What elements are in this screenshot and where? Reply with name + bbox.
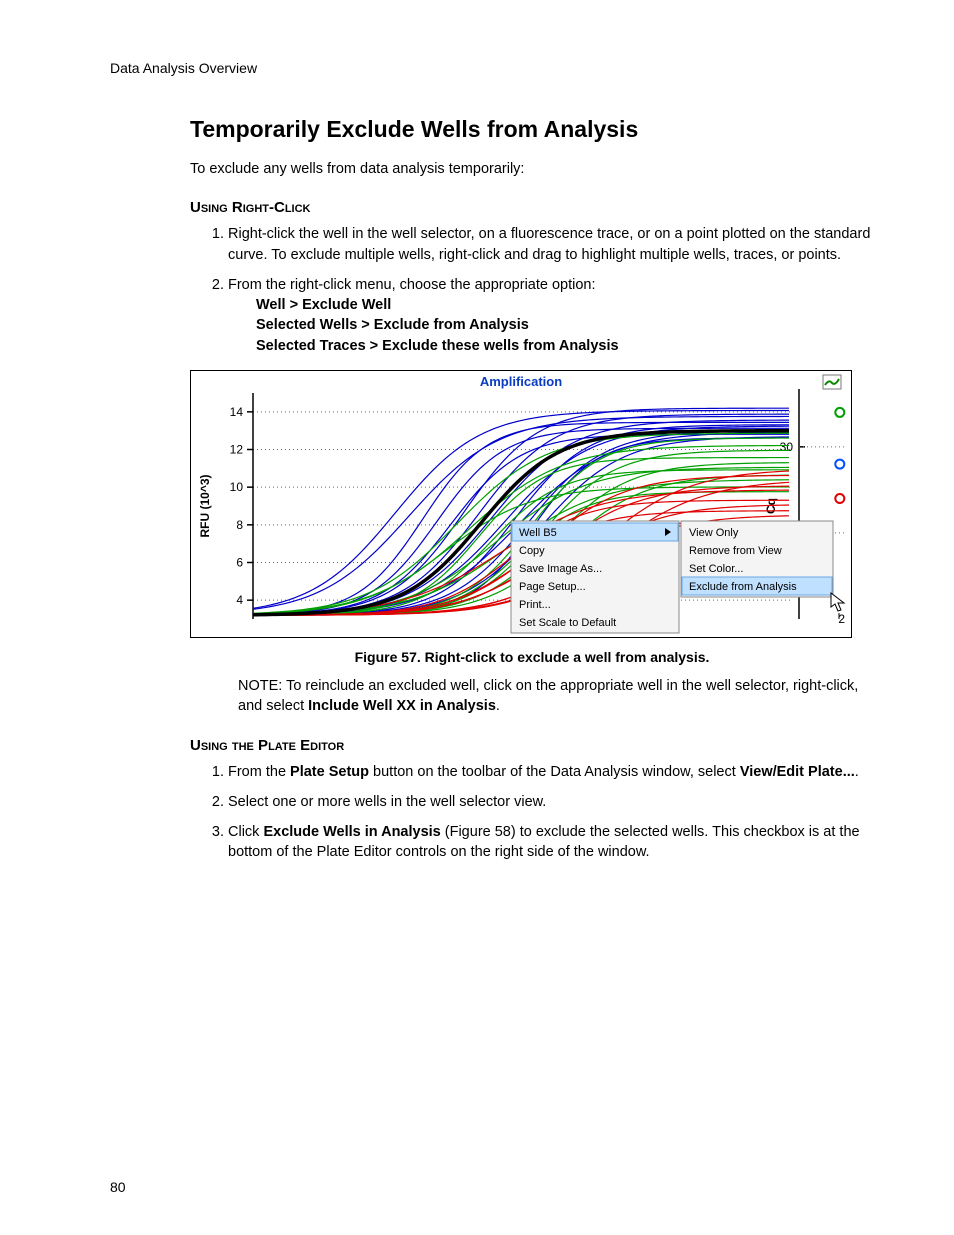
svg-text:10: 10 — [230, 480, 244, 494]
pe1-a: From the — [228, 764, 290, 780]
svg-text:Print...: Print... — [519, 599, 551, 611]
figure-57: Amplification468101214RFU (10^3)2530Cq2W… — [190, 370, 874, 668]
svg-text:12: 12 — [230, 443, 244, 457]
pe1-e: . — [855, 764, 859, 780]
pe3-a: Click — [228, 824, 263, 840]
svg-text:RFU (10^3): RFU (10^3) — [198, 475, 212, 538]
pe3-b: Exclude Wells in Analysis — [263, 824, 440, 840]
rc-opt-2: Selected Traces > Exclude these wells fr… — [256, 336, 874, 356]
svg-text:Remove from View: Remove from View — [689, 545, 782, 557]
rc-opt-0: Well > Exclude Well — [256, 295, 874, 315]
svg-text:Copy: Copy — [519, 545, 545, 557]
intro: To exclude any wells from data analysis … — [190, 159, 874, 179]
svg-text:Exclude from Analysis: Exclude from Analysis — [689, 581, 797, 593]
pe-step-2: Select one or more wells in the well sel… — [228, 792, 874, 812]
svg-text:4: 4 — [236, 593, 243, 607]
svg-text:14: 14 — [230, 405, 244, 419]
pe1-b: Plate Setup — [290, 764, 369, 780]
page-title: Temporarily Exclude Wells from Analysis — [190, 116, 874, 143]
svg-text:6: 6 — [236, 556, 243, 570]
pe-step-3: Click Exclude Wells in Analysis (Figure … — [228, 822, 874, 863]
figure-caption: Figure 57. Right-click to exclude a well… — [190, 648, 874, 668]
header-section: Data Analysis Overview — [110, 60, 874, 76]
subhead-right-click: Using Right-Click — [190, 197, 874, 218]
pe1-d: View/Edit Plate... — [740, 764, 855, 780]
svg-text:8: 8 — [236, 518, 243, 532]
svg-text:Well B5: Well B5 — [519, 527, 557, 539]
rc-opt-1: Selected Wells > Exclude from Analysis — [256, 315, 874, 335]
svg-text:30: 30 — [780, 440, 794, 454]
svg-text:Save Image As...: Save Image As... — [519, 563, 602, 575]
note-suffix: . — [496, 698, 500, 714]
rc-step-2-lead: From the right-click menu, choose the ap… — [228, 277, 596, 293]
svg-text:Page Setup...: Page Setup... — [519, 581, 586, 593]
page-number: 80 — [110, 1179, 126, 1195]
rc-step-1: Right-click the well in the well selecto… — [228, 224, 874, 265]
svg-text:Set Scale to Default: Set Scale to Default — [519, 617, 616, 629]
pe-step-1: From the Plate Setup button on the toolb… — [228, 762, 874, 782]
rc-step-2: From the right-click menu, choose the ap… — [228, 275, 874, 356]
svg-text:View Only: View Only — [689, 527, 739, 539]
svg-text:Amplification: Amplification — [480, 374, 562, 389]
svg-text:Set Color...: Set Color... — [689, 563, 743, 575]
subhead-plate-editor: Using the Plate Editor — [190, 735, 874, 756]
amplification-chart: Amplification468101214RFU (10^3)2530Cq2W… — [190, 370, 852, 638]
pe1-c: button on the toolbar of the Data Analys… — [369, 764, 740, 780]
note-bold: Include Well XX in Analysis — [308, 698, 496, 714]
note: NOTE: To reinclude an excluded well, cli… — [238, 676, 870, 717]
